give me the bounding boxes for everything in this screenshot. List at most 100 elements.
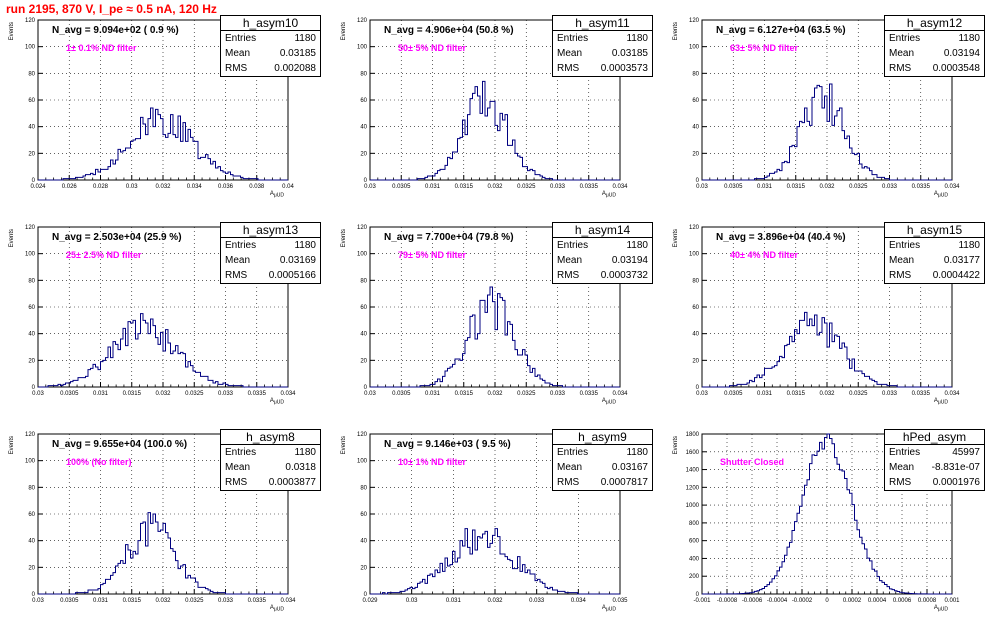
stats-box: h_asym8 Entries 1180 Mean 0.0318 RMS 0.0003877 bbox=[220, 429, 321, 491]
stats-value-entries: 1180 bbox=[958, 33, 980, 44]
histogram-name: h_asym12 bbox=[885, 16, 984, 31]
y-tick-label: 40 bbox=[28, 125, 35, 131]
x-tick-label: 0.031 bbox=[425, 391, 441, 397]
histogram-name: h_asym11 bbox=[553, 16, 652, 31]
histogram-pad-hPed_asym: -0.001 -0.0008 -0.0006 -0.0004 -0.0002 0 0.000… bbox=[664, 429, 996, 634]
y-axis-label: Events bbox=[9, 436, 15, 454]
x-tick-label: 0.0335 bbox=[580, 391, 599, 397]
stats-label: RMS bbox=[889, 477, 912, 488]
x-tick-label: 0.034 bbox=[571, 598, 587, 604]
stats-row-rms: RMS 0.0003732 bbox=[553, 268, 652, 283]
n-avg-label: N_avg = 4.906e+04 (50.8 %) bbox=[384, 25, 514, 36]
x-axis-label: AμUD bbox=[602, 191, 617, 199]
x-axis-subscript: μUD bbox=[938, 607, 948, 613]
stats-label: Entries bbox=[225, 447, 257, 458]
x-tick-label: 0.033 bbox=[218, 391, 234, 397]
x-tick-label: 0.03 bbox=[364, 391, 376, 397]
stats-label: Mean bbox=[225, 462, 251, 473]
x-tick-label: 0.03 bbox=[696, 184, 708, 190]
stats-row-entries: Entries 1180 bbox=[885, 238, 984, 253]
x-tick-label: 0.034 bbox=[612, 391, 628, 397]
x-axis-subscript: μUD bbox=[274, 607, 284, 613]
stats-label: Mean bbox=[889, 462, 915, 473]
stats-row-entries: Entries 1180 bbox=[553, 445, 652, 460]
y-tick-label: 20 bbox=[692, 151, 699, 157]
n-avg-label: N_avg = 2.503e+04 (25.9 %) bbox=[52, 232, 182, 243]
stats-row-entries: Entries 1180 bbox=[553, 31, 652, 46]
x-tick-label: -0.0002 bbox=[792, 598, 813, 604]
stats-label: Entries bbox=[889, 447, 921, 458]
y-axis-label: Events bbox=[341, 22, 347, 40]
stats-label: Entries bbox=[225, 240, 257, 251]
stats-row-rms: RMS 0.0004422 bbox=[885, 268, 984, 283]
x-axis-label: AμUD bbox=[934, 605, 949, 613]
stats-row-entries: Entries 1180 bbox=[221, 31, 320, 46]
histogram-name: h_asym13 bbox=[221, 223, 320, 238]
x-tick-label: 0.026 bbox=[62, 184, 78, 190]
stats-box: h_asym12 Entries 1180 Mean 0.03194 RMS 0.00035… bbox=[884, 15, 985, 77]
x-tick-label: -0.0006 bbox=[742, 598, 763, 604]
y-tick-label: 40 bbox=[692, 332, 699, 338]
x-tick-label: 0.034 bbox=[944, 391, 960, 397]
y-axis-label: Events bbox=[9, 229, 15, 247]
y-tick-label: 100 bbox=[357, 459, 368, 465]
x-tick-label: 0.0305 bbox=[724, 391, 743, 397]
stats-box: h_asym13 Entries 1180 Mean 0.03169 RMS 0.00051… bbox=[220, 222, 321, 284]
x-axis-subscript: μUD bbox=[606, 193, 616, 199]
y-tick-label: 0 bbox=[32, 592, 36, 598]
x-tick-label: 0.032 bbox=[819, 391, 835, 397]
x-axis-label: AμUD bbox=[602, 605, 617, 613]
x-tick-label: 0.033 bbox=[882, 184, 898, 190]
histogram-svg: 0.029 0.03 0.031 0.032 0.033 0.034 0.035 0 20 40 6… bbox=[341, 432, 628, 613]
x-tick-label: 0.034 bbox=[612, 184, 628, 190]
stats-row-rms: RMS 0.0005166 bbox=[221, 268, 320, 283]
histogram-pad-h_asym12: 0.03 0.0305 0.031 0.0315 0.032 0.0325 0.033 0.0… bbox=[664, 15, 996, 220]
x-axis-label: AμUD bbox=[270, 605, 285, 613]
y-tick-label: 20 bbox=[360, 151, 367, 157]
x-axis-subscript: μUD bbox=[606, 607, 616, 613]
stats-box: hPed_asym Entries 45997 Mean -8.831e-07 RMS 0.… bbox=[884, 429, 985, 491]
y-axis-label: Events bbox=[673, 229, 679, 247]
y-tick-label: 1200 bbox=[686, 485, 700, 491]
y-tick-label: 20 bbox=[28, 358, 35, 364]
histogram-line bbox=[702, 433, 952, 595]
stats-label: Entries bbox=[557, 33, 589, 44]
x-tick-label: 0.028 bbox=[93, 184, 109, 190]
y-tick-label: 20 bbox=[360, 358, 367, 364]
stats-row-rms: RMS 0.002088 bbox=[221, 61, 320, 76]
y-tick-label: 0 bbox=[364, 385, 368, 391]
x-tick-label: -0.0004 bbox=[767, 598, 788, 604]
y-tick-label: 60 bbox=[360, 98, 367, 104]
stats-value-entries: 1180 bbox=[294, 33, 316, 44]
x-tick-label: 0.001 bbox=[944, 598, 960, 604]
x-axis-label: AμUD bbox=[934, 398, 949, 406]
stats-value-mean: 0.03185 bbox=[611, 48, 648, 59]
stats-label: RMS bbox=[225, 270, 248, 281]
stats-box: h_asym11 Entries 1180 Mean 0.03185 RMS 0.00035… bbox=[552, 15, 653, 77]
stats-row-rms: RMS 0.0007817 bbox=[553, 475, 652, 490]
stats-row-mean: Mean 0.0318 bbox=[221, 460, 320, 475]
x-tick-label: 0.032 bbox=[819, 184, 835, 190]
x-tick-label: 0.031 bbox=[93, 598, 109, 604]
x-tick-label: 0.0325 bbox=[849, 391, 868, 397]
x-tick-label: 0.03 bbox=[364, 184, 376, 190]
stats-row-mean: Mean -8.831e-07 bbox=[885, 460, 984, 475]
x-tick-label: 0.031 bbox=[93, 391, 109, 397]
stats-value-entries: 1180 bbox=[294, 447, 316, 458]
x-axis-label: AμUD bbox=[934, 191, 949, 199]
y-tick-label: 100 bbox=[689, 45, 700, 51]
histogram-name: h_asym10 bbox=[221, 16, 320, 31]
y-tick-label: 0 bbox=[696, 592, 700, 598]
stats-label: RMS bbox=[557, 63, 580, 74]
stats-value-entries: 1180 bbox=[294, 240, 316, 251]
y-tick-label: 60 bbox=[692, 305, 699, 311]
y-tick-label: 100 bbox=[25, 459, 36, 465]
y-tick-label: 120 bbox=[25, 432, 36, 438]
stats-label: RMS bbox=[557, 270, 580, 281]
filter-label: 40± 4% ND filter bbox=[730, 250, 798, 260]
x-tick-label: 0.024 bbox=[30, 184, 46, 190]
stats-label: Mean bbox=[225, 255, 251, 266]
x-tick-label: 0.03 bbox=[406, 598, 418, 604]
stats-box: h_asym10 Entries 1180 Mean 0.03185 RMS 0.00208… bbox=[220, 15, 321, 77]
histogram-line bbox=[38, 512, 288, 595]
